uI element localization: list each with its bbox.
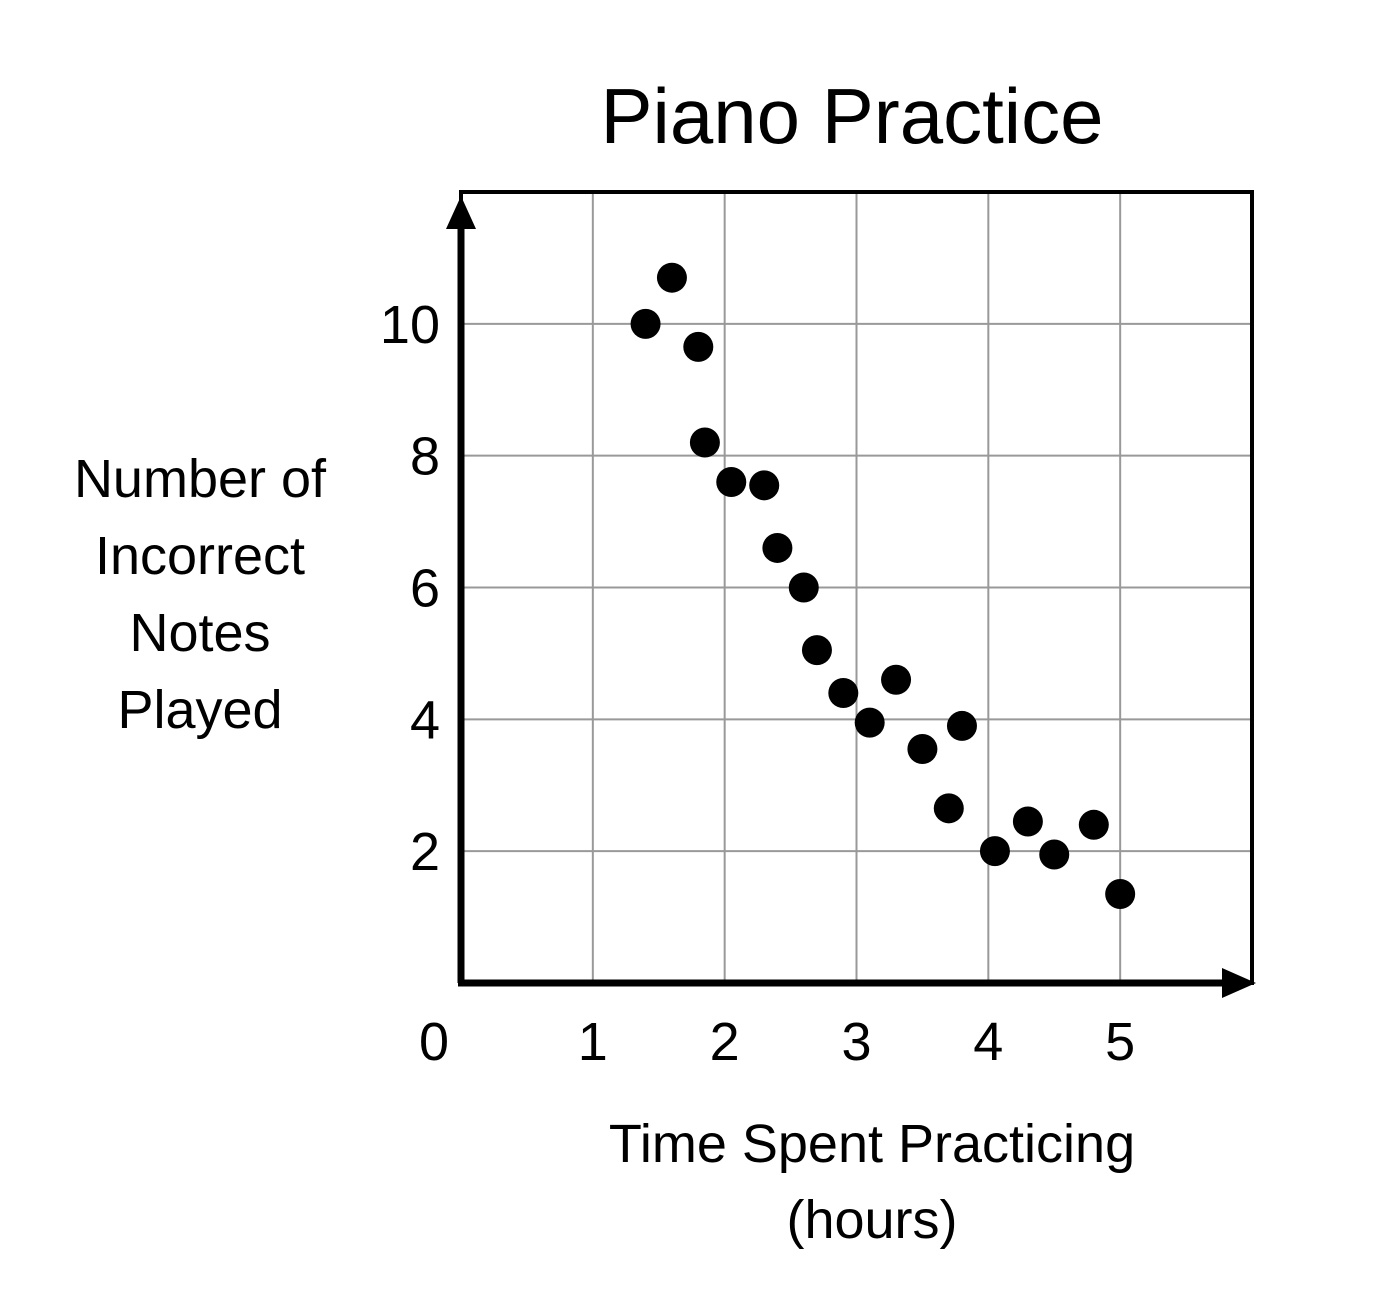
tick-labels: 0 1 2 3 4 5 2 4 6 8 10 [380,295,1135,1072]
y-axis-arrow [446,196,476,229]
data-point-9 [828,677,859,708]
data-point-16 [1012,806,1043,837]
y-axis-label-line-2: Incorrect [95,526,305,586]
x-tick-label-2: 2 [710,1012,740,1072]
x-tick-label-3: 3 [841,1012,871,1072]
y-tick-label-2: 6 [410,559,440,619]
data-point-14 [946,710,977,741]
data-point-0 [630,308,661,339]
data-point-7 [788,572,819,603]
data-point-19 [1105,879,1136,910]
data-point-3 [689,427,720,458]
x-tick-label-4: 4 [973,1012,1003,1072]
x-axis-label: Time Spent Practicing (hours) [609,1114,1135,1250]
data-point-18 [1078,809,1109,840]
data-point-15 [979,836,1010,867]
x-tick-label-0: 0 [419,1012,449,1072]
data-point-4 [716,467,747,498]
data-point-13 [933,793,964,824]
y-axis-label-line-1: Number of [74,449,327,509]
y-tick-label-0: 2 [410,822,440,882]
data-point-2 [683,331,714,362]
data-point-12 [907,733,938,764]
axes [446,196,1256,998]
chart-title: Piano Practice [601,72,1104,160]
data-point-1 [656,262,687,293]
data-point-6 [762,532,793,563]
data-points [630,262,1136,910]
data-point-8 [801,635,832,666]
y-axis-label-line-4: Played [117,680,282,740]
x-axis-label-line-1: Time Spent Practicing [609,1114,1135,1174]
y-tick-label-4: 10 [380,295,440,355]
y-axis-label-line-3: Notes [129,603,270,663]
data-point-10 [854,707,885,738]
grid-lines [461,192,1252,983]
data-point-17 [1039,839,1070,870]
x-tick-label-5: 5 [1105,1012,1135,1072]
x-axis-label-line-2: (hours) [786,1190,957,1250]
data-point-5 [749,470,780,501]
x-axis-arrow [1222,968,1256,998]
y-tick-label-1: 4 [410,690,440,750]
y-tick-label-3: 8 [410,427,440,487]
x-tick-label-1: 1 [578,1012,608,1072]
y-axis-label: Number of Incorrect Notes Played [74,449,327,740]
data-point-11 [881,664,912,695]
